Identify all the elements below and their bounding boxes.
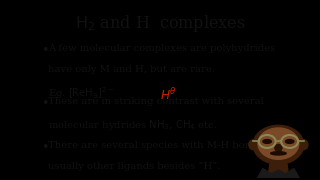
- Text: A few molecular complexes are polyhydrides: A few molecular complexes are polyhydrid…: [48, 44, 275, 53]
- Text: molecular hydrides $\mathrm{NH_3}$, $\mathrm{CH_4}$ etc.: molecular hydrides $\mathrm{NH_3}$, $\ma…: [48, 118, 217, 132]
- Text: usually other ligands besides “H”.: usually other ligands besides “H”.: [48, 162, 220, 171]
- Ellipse shape: [263, 140, 271, 143]
- Text: •: •: [41, 44, 48, 57]
- Ellipse shape: [300, 140, 308, 150]
- Polygon shape: [257, 168, 300, 178]
- Ellipse shape: [249, 140, 257, 150]
- Text: There are several species with M-H bor: There are several species with M-H bor: [48, 141, 249, 150]
- Polygon shape: [268, 163, 289, 178]
- Text: have only M and H, but are rare.: have only M and H, but are rare.: [48, 65, 215, 74]
- Text: These are in striking contrast with several: These are in striking contrast with seve…: [48, 97, 264, 106]
- Text: Eg. $\mathrm{[ReH_9]^{2-}}$: Eg. $\mathrm{[ReH_9]^{2-}}$: [48, 86, 114, 101]
- Text: $\mathrm{H_2}$ and H  complexes: $\mathrm{H_2}$ and H complexes: [75, 13, 245, 34]
- Ellipse shape: [253, 125, 304, 164]
- Text: •: •: [41, 141, 48, 154]
- Text: $H^{\theta}$: $H^{\theta}$: [160, 86, 177, 103]
- Ellipse shape: [271, 152, 286, 155]
- Ellipse shape: [275, 144, 282, 152]
- Ellipse shape: [258, 128, 299, 159]
- Ellipse shape: [285, 140, 294, 143]
- Text: •: •: [41, 97, 48, 110]
